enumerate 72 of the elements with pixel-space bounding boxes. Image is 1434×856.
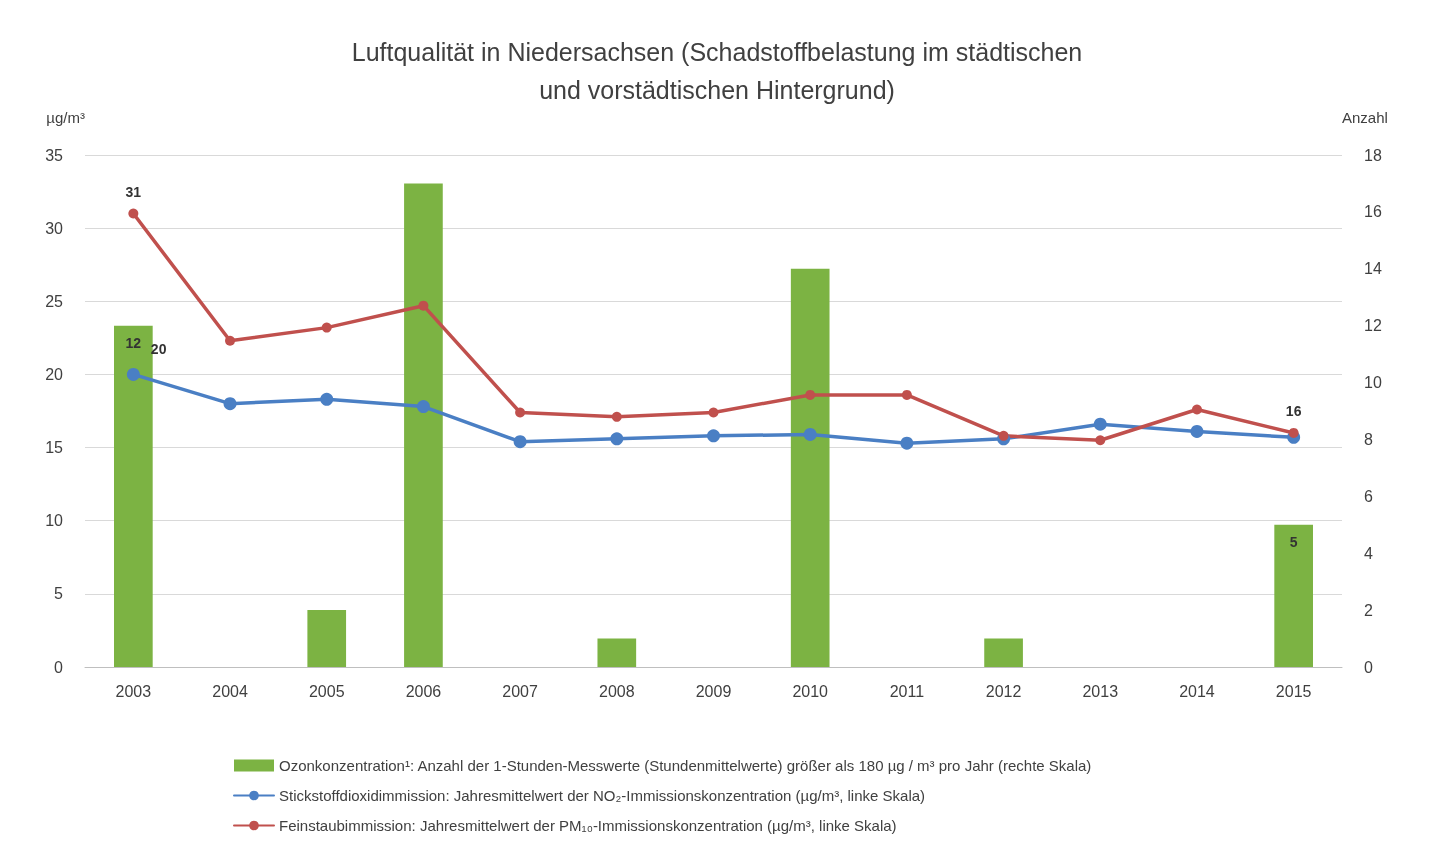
y2-tick-label: 14 bbox=[1364, 260, 1382, 278]
y-tick-label: 30 bbox=[45, 219, 64, 237]
point bbox=[321, 322, 332, 333]
point bbox=[998, 430, 1009, 441]
y2-tick-label: 0 bbox=[1364, 658, 1373, 676]
y2-tick-label: 4 bbox=[1364, 544, 1373, 562]
data-label: 16 bbox=[1285, 402, 1302, 419]
point bbox=[1191, 404, 1202, 415]
x-tick-label: 2003 bbox=[115, 682, 152, 700]
x-tick-label: 2011 bbox=[889, 682, 925, 700]
point bbox=[515, 407, 526, 418]
x-tick-label: 2015 bbox=[1275, 682, 1312, 700]
x-tick-label: 2005 bbox=[308, 682, 345, 700]
point bbox=[418, 300, 429, 311]
y2-axis-title: Anzahl bbox=[1342, 109, 1388, 126]
point bbox=[610, 432, 624, 446]
point bbox=[1095, 435, 1106, 446]
point bbox=[707, 429, 720, 443]
y2-tick-label: 8 bbox=[1364, 430, 1373, 448]
point bbox=[513, 435, 527, 449]
point bbox=[1190, 424, 1204, 438]
x-tick-label: 2010 bbox=[792, 682, 829, 700]
x-tick-label: 2012 bbox=[985, 682, 1022, 700]
y-tick-label: 0 bbox=[54, 658, 64, 676]
x-tick-label: 2004 bbox=[212, 682, 248, 700]
data-label: 12 bbox=[125, 334, 142, 351]
y2-tick-label: 10 bbox=[1364, 374, 1382, 392]
y2-tick-label: 12 bbox=[1364, 317, 1382, 335]
x-tick-label: 2009 bbox=[695, 682, 732, 700]
bar bbox=[984, 638, 1023, 667]
y-tick-label: 20 bbox=[45, 365, 64, 383]
bar bbox=[114, 325, 153, 667]
legend-label: Feinstaubimmission: Jahresmittelwert der PM₁₀-Immissionskonzentration (µg/m³, linke Skala) bbox=[279, 817, 897, 834]
point bbox=[1093, 417, 1107, 431]
bar bbox=[1274, 524, 1313, 667]
point bbox=[416, 400, 430, 414]
point bbox=[1288, 427, 1299, 438]
point bbox=[225, 335, 236, 346]
y2-tick-label: 16 bbox=[1364, 203, 1382, 221]
point bbox=[611, 411, 622, 422]
y-tick-label: 15 bbox=[45, 439, 64, 457]
y-tick-label: 25 bbox=[45, 292, 64, 310]
y2-tick-label: 6 bbox=[1364, 487, 1373, 505]
x-tick-label: 2006 bbox=[405, 682, 442, 700]
bar bbox=[307, 610, 347, 667]
point bbox=[708, 407, 719, 418]
x-tick-label: 2013 bbox=[1082, 682, 1119, 700]
bar bbox=[404, 183, 443, 667]
x-tick-label: 2008 bbox=[599, 682, 635, 700]
point bbox=[320, 392, 334, 406]
point bbox=[128, 208, 139, 219]
data-label: 31 bbox=[125, 183, 142, 200]
x-tick-label: 2014 bbox=[1179, 682, 1215, 700]
point bbox=[803, 427, 817, 441]
y-tick-label: 5 bbox=[54, 585, 64, 603]
y-tick-label: 35 bbox=[45, 146, 64, 164]
bar bbox=[790, 268, 830, 667]
data-label: 5 bbox=[1289, 533, 1298, 550]
bar bbox=[597, 638, 637, 667]
point bbox=[126, 367, 140, 381]
x-tick-label: 2007 bbox=[502, 682, 539, 700]
y-axis-title: µg/m³ bbox=[46, 109, 85, 126]
point bbox=[900, 436, 914, 450]
point bbox=[805, 389, 816, 400]
y2-tick-label: 2 bbox=[1364, 601, 1373, 619]
legend-label: Stickstoffdioxidimmission: Jahresmittelwert der NO₂-Immissionskonzentration (µg/m³, linke Skala) bbox=[279, 787, 926, 804]
point bbox=[223, 397, 237, 411]
y-tick-label: 10 bbox=[45, 512, 64, 530]
point bbox=[901, 389, 912, 400]
y2-tick-label: 18 bbox=[1364, 146, 1382, 164]
legend-label: Ozonkonzentration¹: Anzahl der 1-Stunden-Messwerte (Stundenmittelwerte) größer als 180 µg / m³ pro Jahr (rechte Skala) bbox=[279, 757, 1092, 774]
chart-title: Luftqualität in Niedersachsen (Schadstoffbelastung im städtischen und vorstädtischen Hintergrund) bbox=[351, 38, 1083, 104]
